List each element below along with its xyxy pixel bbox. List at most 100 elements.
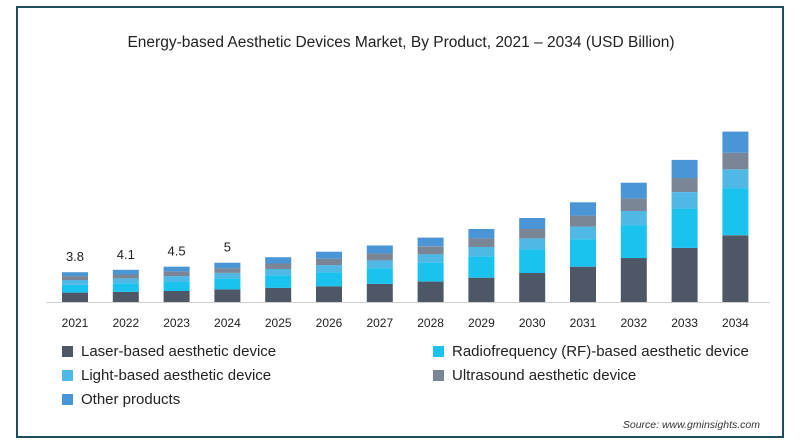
x-tick-label-2028: 2028: [417, 316, 444, 330]
x-tick-label-2022: 2022: [112, 316, 139, 330]
bar-segment-2029-series-3: [468, 247, 495, 257]
bar-segment-2033-series-3: [671, 192, 698, 209]
bar-segment-2028-series-4: [417, 246, 444, 255]
bar-segment-2026-series-4: [316, 258, 342, 266]
bar-segment-2031-series-4: [570, 215, 596, 227]
legend-swatch: [433, 346, 444, 357]
bar-segment-2024-series-2: [214, 278, 241, 290]
bar-segment-2023-series-2: [163, 281, 190, 291]
bar-segment-2034-series-3: [722, 169, 749, 189]
bar-segment-2030-series-5: [519, 218, 546, 229]
legend-swatch: [433, 370, 444, 381]
bar-segment-2027-series-4: [366, 253, 393, 261]
legend-label: Laser-based aesthetic device: [81, 343, 277, 360]
bar-segment-2028-series-5: [417, 237, 444, 247]
bar-segment-2029-series-1: [468, 277, 495, 302]
chart-frame: [16, 6, 784, 438]
legend-label: Light-based aesthetic device: [81, 367, 272, 384]
bar-segment-2024-series-3: [214, 272, 241, 279]
bar-segment-2029-series-4: [468, 238, 495, 247]
legend-item-series-5: Other products: [62, 391, 180, 408]
bar-segment-2025-series-2: [265, 275, 292, 288]
bar-segment-2022-series-2: [112, 283, 139, 292]
bar-segment-2032-series-1: [620, 258, 647, 302]
bar-segment-2023-series-3: [163, 276, 190, 282]
bar-segment-2021-series-4: [62, 276, 88, 280]
x-tick-label-2034: 2034: [722, 316, 749, 330]
bar-segment-2021-series-1: [62, 292, 88, 302]
bar-segment-2022-series-3: [112, 278, 139, 284]
legend-item-series-3: Light-based aesthetic device: [62, 367, 271, 384]
total-label-2024: 5: [224, 240, 231, 255]
bar-segment-2031-series-1: [570, 266, 596, 302]
total-label-2023: 4.5: [168, 244, 186, 259]
bar-segment-2030-series-3: [519, 238, 546, 250]
bar-segment-2026-series-1: [316, 286, 342, 302]
bar-segment-2031-series-2: [570, 239, 596, 267]
x-tick-label-2029: 2029: [468, 316, 495, 330]
bar-segment-2032-series-5: [620, 182, 647, 199]
bar-segment-2025-series-4: [265, 263, 292, 269]
legend-swatch: [62, 346, 73, 357]
bar-segment-2028-series-3: [417, 254, 444, 263]
bar-segment-2022-series-4: [112, 274, 139, 279]
bar-segment-2030-series-2: [519, 249, 546, 273]
bar-segment-2023-series-1: [163, 291, 190, 302]
bar-segment-2026-series-2: [316, 272, 342, 287]
x-tick-label-2033: 2033: [671, 316, 698, 330]
bar-segment-2034-series-4: [722, 152, 749, 170]
bar-segment-2025-series-1: [265, 287, 292, 302]
bar-segment-2021-series-2: [62, 284, 88, 293]
bar-segment-2027-series-1: [366, 283, 393, 302]
bar-segment-2023-series-4: [163, 271, 190, 277]
bar-segment-2022-series-1: [112, 291, 139, 302]
bar-segment-2024-series-4: [214, 268, 241, 273]
x-tick-label-2024: 2024: [214, 316, 241, 330]
bar-segment-2032-series-4: [620, 198, 647, 211]
bar-segment-2024-series-1: [214, 289, 241, 302]
bar-segment-2027-series-2: [366, 268, 393, 284]
bar-segment-2030-series-1: [519, 272, 546, 302]
bar-segment-2030-series-4: [519, 229, 546, 239]
bar-segment-2028-series-2: [417, 262, 444, 282]
legend-swatch: [62, 370, 73, 381]
bar-segment-2031-series-3: [570, 226, 596, 240]
bar-segment-2034-series-1: [722, 235, 749, 302]
x-tick-label-2023: 2023: [163, 316, 190, 330]
x-tick-label-2025: 2025: [265, 316, 292, 330]
bar-segment-2027-series-5: [366, 245, 393, 254]
legend-item-series-1: Laser-based aesthetic device: [62, 343, 276, 360]
bar-segment-2024-series-5: [214, 262, 241, 269]
bar-segment-2026-series-3: [316, 265, 342, 273]
legend-item-series-4: Ultrasound aesthetic device: [433, 367, 636, 384]
x-tick-label-2021: 2021: [62, 316, 89, 330]
source-note: Source: www.gminsights.com: [622, 419, 760, 431]
bar-segment-2027-series-3: [366, 260, 393, 269]
bar-segment-2031-series-5: [570, 202, 596, 216]
bar-segment-2029-series-5: [468, 229, 495, 239]
x-tick-label-2027: 2027: [366, 316, 393, 330]
bar-segment-2033-series-5: [671, 159, 698, 178]
bar-segment-2026-series-5: [316, 251, 342, 259]
bar-segment-2029-series-2: [468, 256, 495, 278]
bar-segment-2025-series-5: [265, 257, 292, 264]
total-label-2021: 3.8: [66, 249, 84, 264]
bar-segment-2021-series-5: [62, 272, 88, 277]
bar-segment-2033-series-2: [671, 208, 698, 248]
x-tick-label-2031: 2031: [570, 316, 597, 330]
total-label-2022: 4.1: [117, 247, 135, 262]
bar-segment-2022-series-5: [112, 269, 139, 275]
legend-swatch: [62, 394, 73, 405]
bar-segment-2028-series-1: [417, 281, 444, 302]
x-tick-label-2032: 2032: [620, 316, 647, 330]
bar-segment-2032-series-2: [620, 225, 647, 259]
legend-item-series-2: Radiofrequency (RF)-based aesthetic devi…: [433, 343, 749, 360]
bar-segment-2021-series-3: [62, 280, 88, 285]
bar-segment-2034-series-5: [722, 131, 749, 153]
x-tick-label-2030: 2030: [519, 316, 546, 330]
bar-segment-2023-series-5: [163, 266, 190, 272]
bar-segment-2032-series-3: [620, 210, 647, 225]
bar-segment-2033-series-4: [671, 177, 698, 192]
bar-segment-2033-series-1: [671, 247, 698, 302]
